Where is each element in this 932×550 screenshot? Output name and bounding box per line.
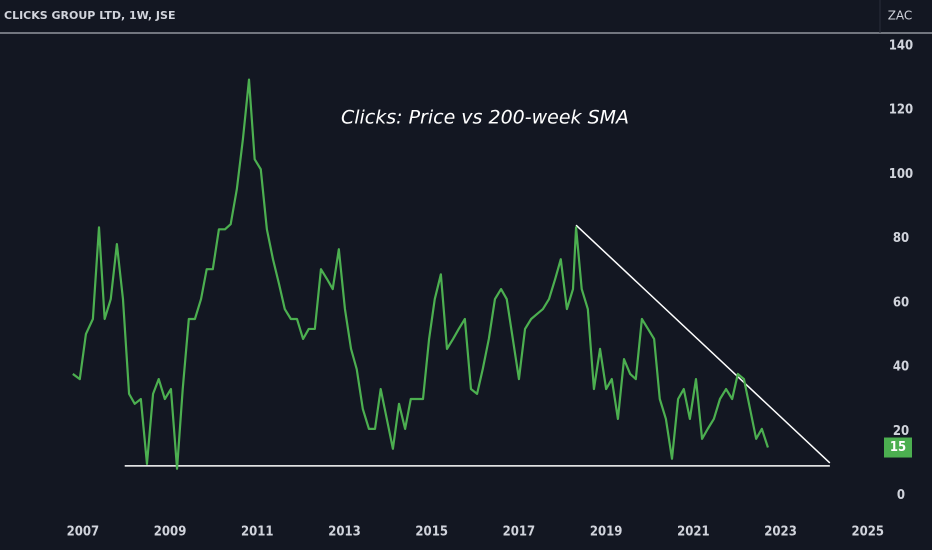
last-price-tag xyxy=(884,437,912,458)
y-tick-label: 100 xyxy=(889,167,913,182)
x-tick-label: 2023 xyxy=(764,525,797,540)
currency-label: ZAC xyxy=(888,9,913,23)
x-tick-label: 2011 xyxy=(241,525,274,540)
y-tick-label: 60 xyxy=(893,295,909,310)
x-tick-label: 2025 xyxy=(852,525,885,540)
y-tick-label: 40 xyxy=(893,360,909,375)
y-tick-label: 80 xyxy=(893,231,909,246)
y-tick-label: 140 xyxy=(889,38,913,53)
last-price-label: 15 xyxy=(890,440,906,455)
y-tick-label: 20 xyxy=(893,424,909,439)
y-tick-label: 0 xyxy=(897,488,905,503)
x-tick-label: 2017 xyxy=(503,525,536,540)
x-tick-label: 2015 xyxy=(415,525,448,540)
chart-title: Clicks: Price vs 200-week SMA xyxy=(341,107,629,129)
x-tick-label: 2013 xyxy=(328,525,361,540)
symbol-header: CLICKS GROUP LTD, 1W, JSE xyxy=(4,9,175,22)
x-tick-label: 2009 xyxy=(154,525,187,540)
price-line xyxy=(72,78,769,470)
y-tick-label: 120 xyxy=(889,103,913,118)
x-tick-label: 2021 xyxy=(677,525,710,540)
x-tick-label: 2007 xyxy=(67,525,100,540)
trend-line xyxy=(575,224,831,464)
x-tick-label: 2019 xyxy=(590,525,623,540)
